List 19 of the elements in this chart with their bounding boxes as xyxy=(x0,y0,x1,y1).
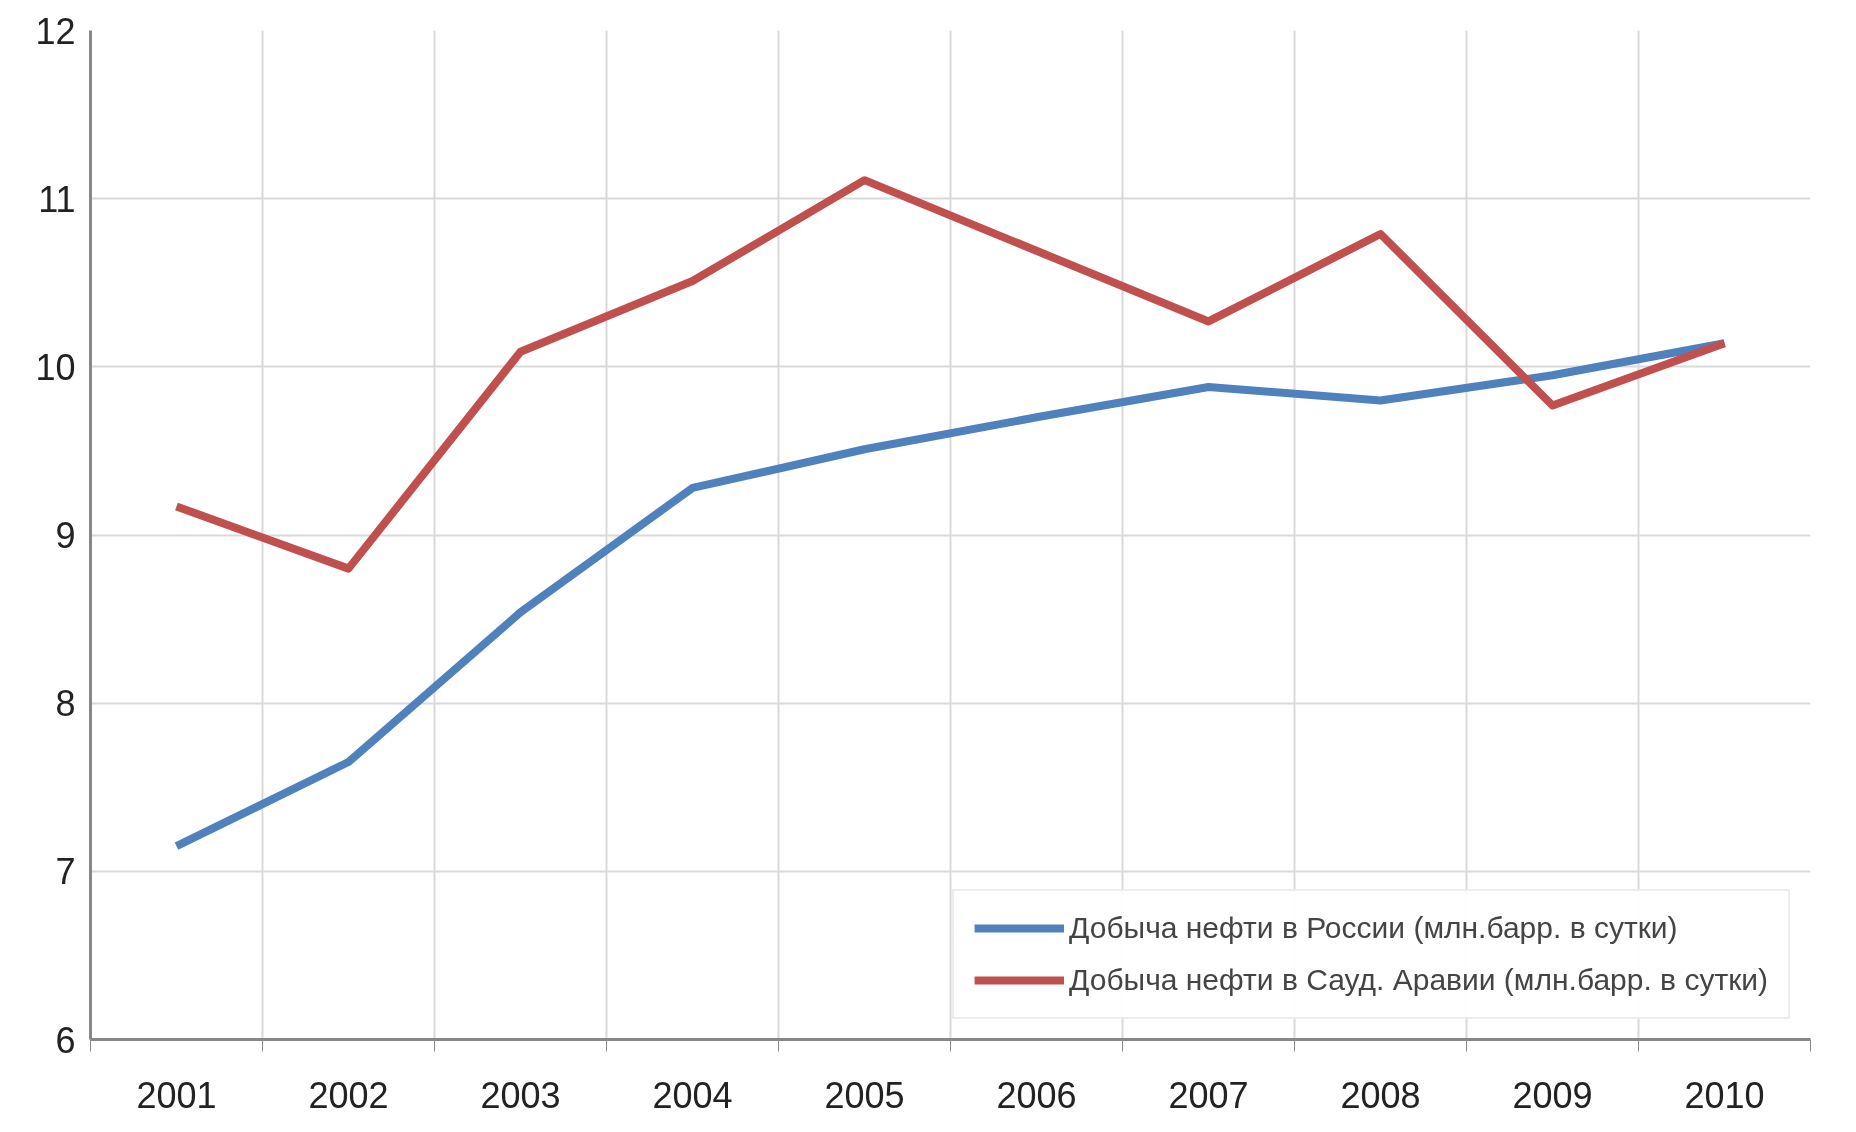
y-tick-label: 11 xyxy=(38,178,76,220)
x-tick-label: 2006 xyxy=(996,1074,1077,1116)
x-tick-label: 2001 xyxy=(136,1074,217,1116)
y-tick-label: 6 xyxy=(55,1019,76,1061)
x-tick-label: 2003 xyxy=(480,1074,561,1116)
y-tick-label: 9 xyxy=(55,515,76,556)
x-tick-label: 2007 xyxy=(1168,1074,1249,1116)
legend-label: Добыча нефти в России (млн.барр. в сутки) xyxy=(1069,911,1678,945)
y-tick-label: 12 xyxy=(35,10,76,52)
x-tick-label: 2005 xyxy=(824,1074,905,1116)
x-tick-label: 2004 xyxy=(652,1074,733,1116)
x-tick-label: 2002 xyxy=(308,1074,389,1116)
x-tick-label: 2008 xyxy=(1340,1074,1421,1116)
y-tick-label: 8 xyxy=(55,683,76,725)
legend-label: Добыча нефти в Сауд. Аравии (млн.барр. в сутки) xyxy=(1069,963,1768,997)
y-tick-label: 7 xyxy=(55,851,76,893)
x-tick-label: 2010 xyxy=(1684,1074,1765,1116)
x-tick-label: 2009 xyxy=(1512,1074,1593,1116)
y-tick-label: 10 xyxy=(35,346,76,388)
